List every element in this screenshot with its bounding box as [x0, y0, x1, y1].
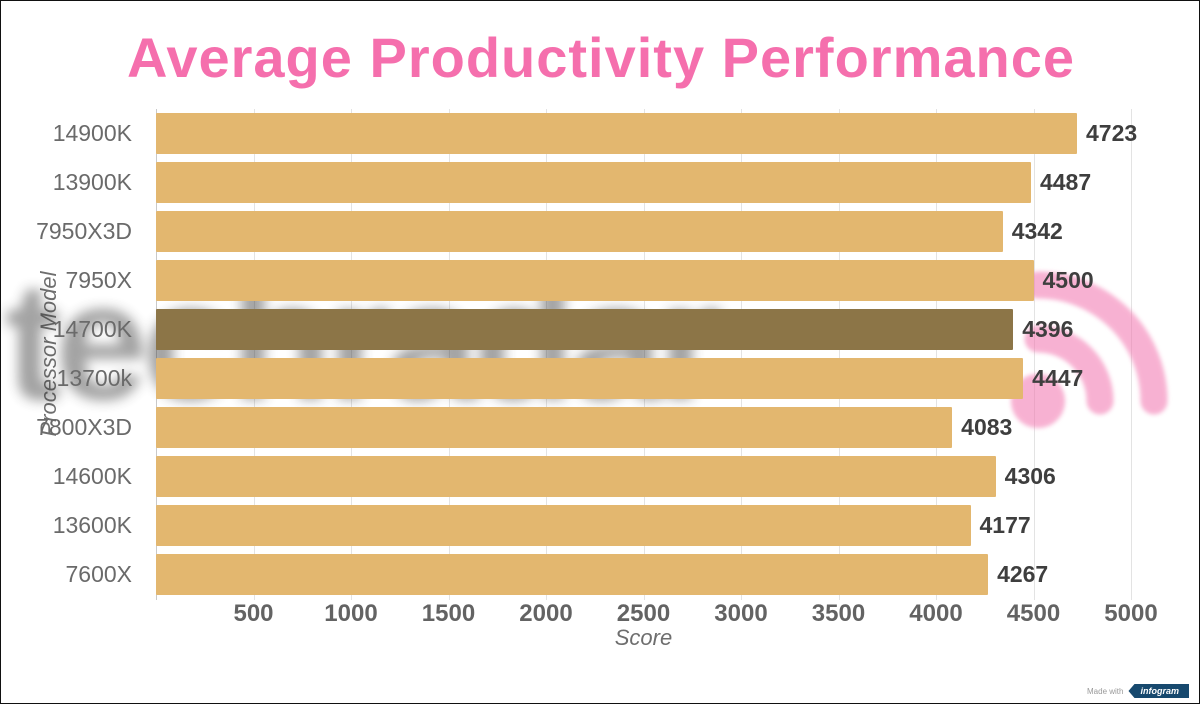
y-axis-labels: 14900K 13900K 7950X3D 7950X 14700K 13700k 7800…	[1, 109, 144, 600]
bar-value: 4396	[1022, 316, 1074, 342]
x-tick-label: 1000	[324, 600, 378, 627]
gridline	[546, 109, 547, 600]
y-axis-label: 14900K	[52, 120, 132, 146]
y-axis-label: 7800X3D	[36, 414, 132, 440]
bar-value: 4342	[1011, 218, 1063, 244]
bar-13600K[interactable]	[156, 505, 971, 546]
bar-13900K[interactable]	[156, 162, 1031, 203]
bar-value: 4723	[1085, 120, 1138, 146]
bar-value: 4447	[1032, 365, 1084, 391]
x-axis-title: Score	[614, 625, 673, 650]
chart-title: Average Productivity Performance	[126, 26, 1076, 89]
y-axis-label: 7950X3D	[36, 218, 132, 244]
gridline	[838, 109, 840, 600]
y-axis-line	[156, 109, 157, 600]
bar-value: 4177	[979, 512, 1031, 538]
x-axis-ticks: 500 1000 1500 2000 2500 3000 3500 4000 4500 5000	[156, 600, 1157, 628]
gridline	[448, 109, 450, 600]
bar-value: 4487	[1039, 169, 1092, 195]
infogram-badge[interactable]: infogram	[1128, 684, 1189, 698]
y-axis-label: 7600X	[65, 561, 132, 587]
bar-row: 4500	[156, 256, 1131, 305]
y-axis-label: 13600K	[52, 512, 132, 538]
bar-row: 4447	[156, 354, 1131, 403]
made-with-label: Made with	[1087, 686, 1124, 696]
y-axis-label: 7950X	[65, 267, 132, 293]
bar-14700K[interactable]	[156, 309, 1014, 350]
bar-7600X[interactable]	[156, 554, 989, 595]
x-tick-label: 4500	[1006, 600, 1061, 627]
plot-area: 4723 4487 4342 4500 4396 4447 4083 4306 4177 4267	[156, 109, 1137, 600]
bar-value: 4267	[997, 561, 1049, 587]
x-tick-label: 2500	[616, 600, 671, 627]
gridline	[1033, 109, 1035, 600]
bar-value: 4083	[961, 414, 1013, 440]
bar-row: 4306	[156, 452, 1131, 501]
x-tick-label: 2000	[519, 600, 573, 627]
bar-row: 4396	[156, 305, 1131, 354]
bar-row: 4723	[156, 109, 1137, 158]
bar-row: 4177	[156, 501, 1131, 550]
footer-attribution: Made with infogram	[1087, 684, 1189, 698]
bar-value: 4500	[1042, 267, 1094, 293]
y-axis-label: 13900K	[52, 169, 132, 195]
bar-7950X[interactable]	[156, 260, 1034, 301]
bar-row: 4083	[156, 403, 1131, 452]
gridline	[643, 109, 645, 600]
x-tick-label: 3000	[714, 600, 768, 627]
gridline	[253, 109, 255, 600]
bar-13700k[interactable]	[156, 358, 1024, 399]
y-axis-label: 14600K	[52, 463, 132, 489]
radar-arcs-icon	[1011, 271, 1168, 428]
bar-14600K[interactable]	[156, 456, 996, 497]
bar-row: 4267	[156, 550, 1131, 599]
bar-7950X3D[interactable]	[156, 211, 1003, 252]
y-axis-label: 13700k	[56, 365, 132, 391]
x-tick-label: 5000	[1104, 600, 1158, 627]
bar-value: 4306	[1004, 463, 1056, 489]
y-axis-label: 14700K	[52, 316, 132, 342]
gridline	[741, 109, 742, 600]
x-tick-label: 3500	[811, 600, 866, 627]
gridline	[936, 109, 937, 600]
bar-rows: 4723 4487 4342 4500 4396 4447 4083 4306 4177 4267	[156, 109, 1137, 600]
x-tick-label: 4000	[909, 600, 963, 627]
bar-row: 4342	[156, 207, 1131, 256]
bar-row: 4487	[156, 158, 1131, 207]
bar-7800X3D[interactable]	[156, 407, 953, 448]
gridline	[351, 109, 352, 600]
bar-14900K[interactable]	[156, 113, 1077, 154]
x-tick-label: 500	[233, 600, 274, 627]
x-tick-label: 1500	[421, 600, 476, 627]
